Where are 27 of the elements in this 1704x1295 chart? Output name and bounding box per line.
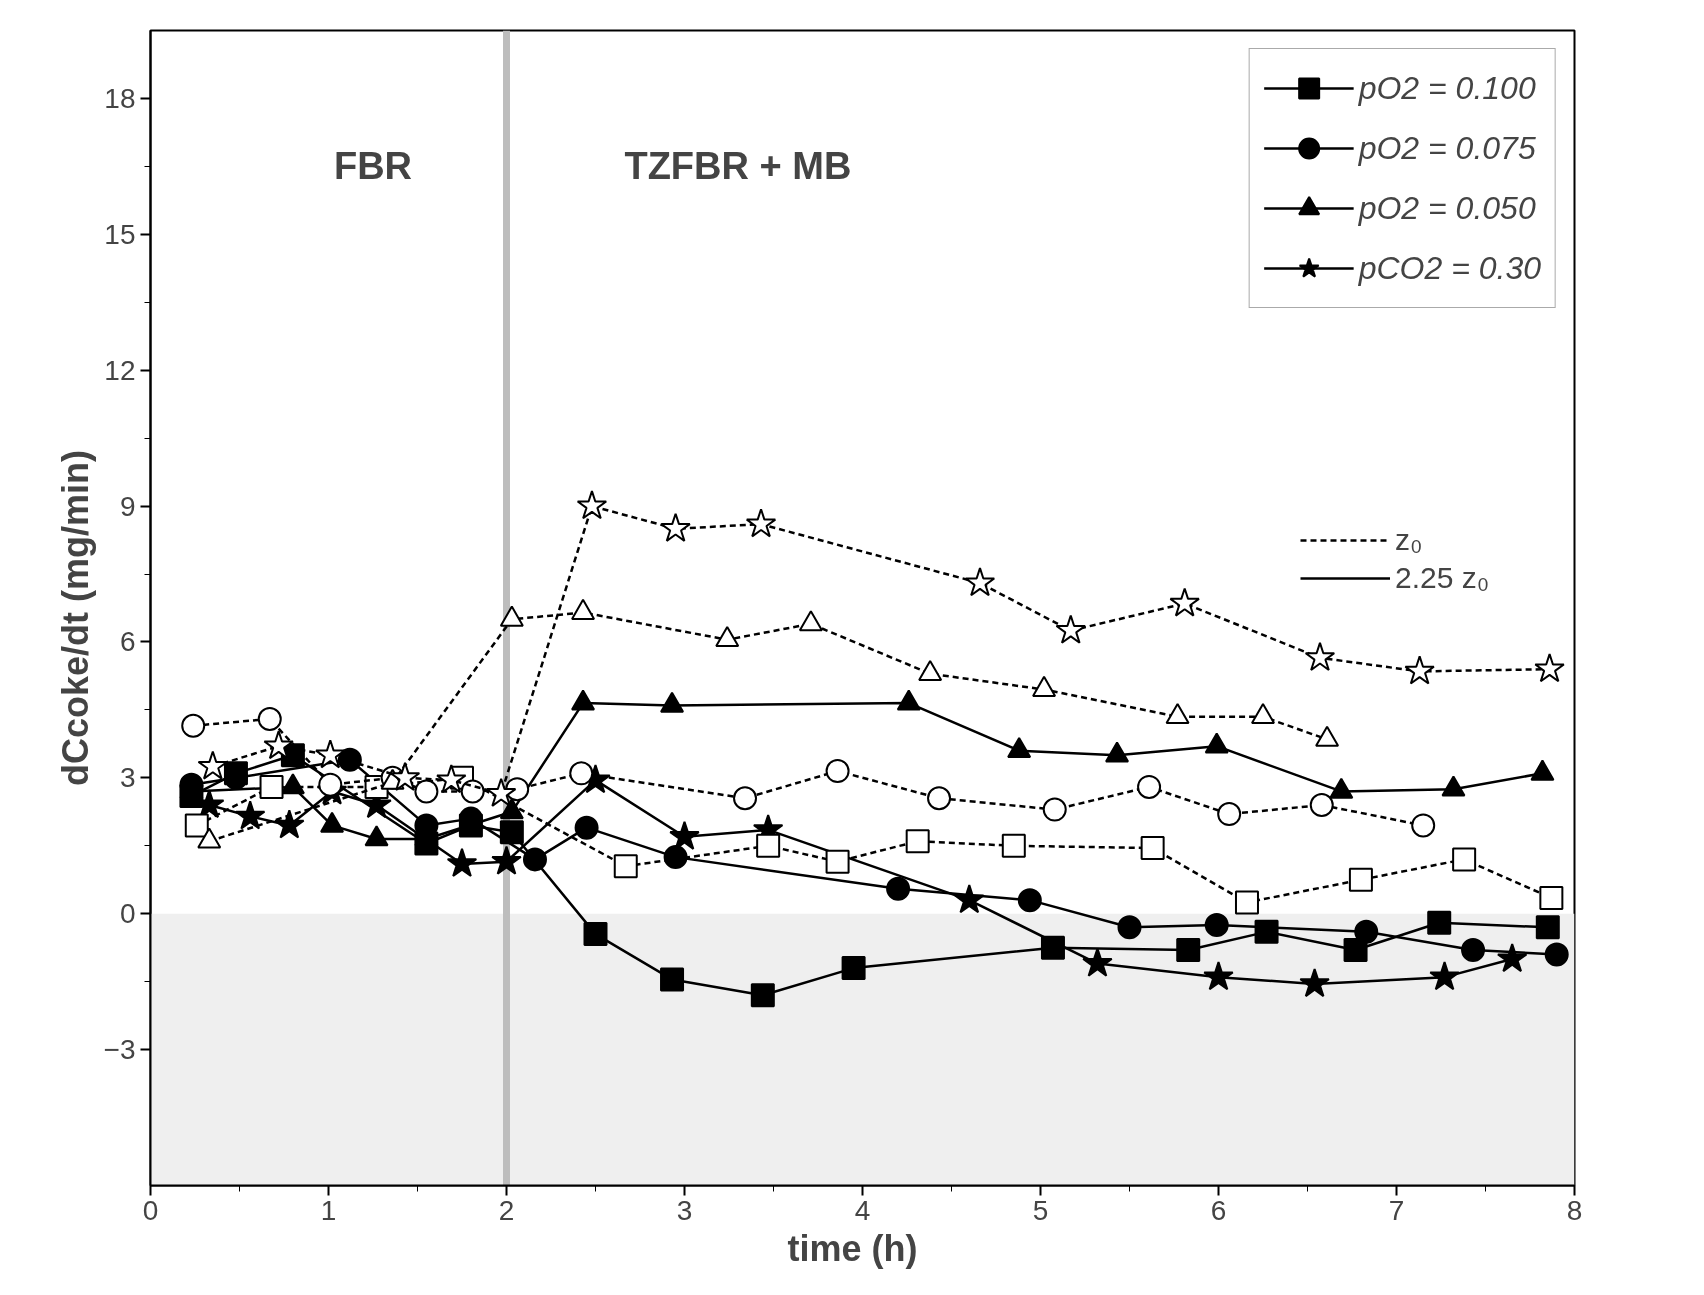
y-tick-label: −3 [103, 1034, 136, 1066]
x-tick-label: 6 [1210, 1194, 1227, 1226]
legend-label: pCO2 = 0.30 [1358, 249, 1541, 287]
x-tick-label: 3 [676, 1194, 693, 1226]
x-tick-label: 4 [854, 1194, 871, 1226]
y-tick-label: 3 [119, 762, 136, 794]
y-tick-label: 9 [119, 490, 136, 522]
x-tick-label: 2 [498, 1194, 515, 1226]
y-tick-label: 12 [104, 354, 136, 386]
x-tick-label: 8 [1566, 1194, 1583, 1226]
legend-label: pO2 = 0.100 [1358, 69, 1536, 107]
x-tick-label: 0 [142, 1194, 159, 1226]
annotation: TZFBR + MB [624, 145, 852, 188]
annotation: z₀ [1395, 523, 1423, 557]
x-tick-label: 5 [1032, 1194, 1049, 1226]
annotation: 2.25 z₀ [1395, 561, 1490, 595]
y-tick-label: 18 [104, 82, 136, 114]
annotation: FBR [333, 145, 413, 188]
legend-label: pO2 = 0.075 [1358, 129, 1536, 167]
y-tick-label: 6 [119, 626, 136, 658]
x-tick-label: 7 [1388, 1194, 1405, 1226]
y-axis-title: dCcoke/dt (mg/min) [54, 449, 96, 786]
x-tick-label: 1 [320, 1194, 337, 1226]
y-tick-label: 15 [104, 218, 136, 250]
legend-label: pO2 = 0.050 [1358, 189, 1536, 227]
y-tick-label: 0 [119, 898, 136, 930]
x-axis-title: time (h) [787, 1227, 918, 1269]
